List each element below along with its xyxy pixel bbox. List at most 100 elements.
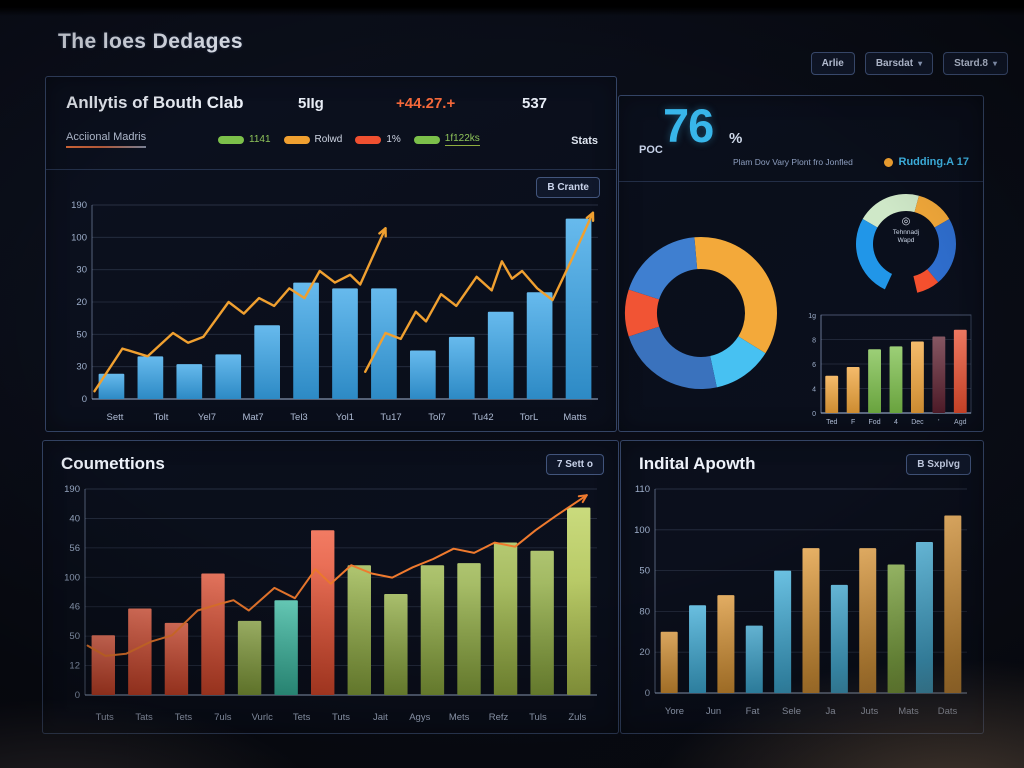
legend-swatch-red (355, 135, 382, 144)
svg-text:Tets: Tets (175, 712, 193, 723)
svg-text:50: 50 (639, 566, 650, 577)
svg-text:Tu42: Tu42 (472, 412, 493, 423)
svg-text:110: 110 (635, 484, 650, 495)
svg-text:Agd: Agd (954, 419, 967, 426)
svg-text:Tel3: Tel3 (290, 412, 307, 423)
legend-label: 1f122ks (444, 133, 480, 146)
svg-text:30: 30 (76, 362, 87, 373)
svg-text:Tolt: Tolt (154, 412, 169, 423)
kpi-value: 76 (663, 99, 714, 152)
svg-text:0: 0 (75, 690, 80, 701)
svg-text:Refz: Refz (489, 712, 509, 723)
legend-swatch-green (218, 135, 244, 144)
panel-coumettions-title: Coumettions (61, 454, 165, 473)
svg-text:1g: 1g (808, 313, 816, 320)
mini-bar-chart[interactable]: 1g 8 6 4 0 Ted F Fod 4 Dec ' Agd (801, 309, 979, 429)
svg-text:6: 6 (812, 362, 816, 369)
svg-text:Sett: Sett (107, 412, 124, 423)
growth-bar-chart[interactable]: 110 100 50 80 20 0 Yore Jun Fat Sele Ja Juts Mats Dat… (625, 481, 977, 719)
panel-analytics-title: Anllytis of Bouth Clab (66, 93, 244, 112)
svg-text:Tets: Tets (293, 712, 311, 723)
svg-text:Zuls: Zuls (568, 712, 586, 723)
panel-growth: Indital Apowth B Sxplvg 110 100 50 80 20 0 Yor… (620, 440, 984, 734)
svg-text:Tuts: Tuts (96, 712, 114, 723)
svg-text:50: 50 (76, 329, 87, 340)
svg-text:Juts: Juts (861, 706, 879, 717)
header-button-label: Stard.8 (954, 58, 988, 69)
header-buttons: Arlie Barsdat ▾ Stard.8 ▾ (810, 52, 1008, 75)
panel-analytics-subtitle: Acciional Madris (66, 131, 147, 148)
svg-text:8: 8 (812, 338, 816, 345)
svg-text:Mat7: Mat7 (242, 412, 263, 423)
svg-text:190: 190 (64, 484, 80, 495)
svg-text:Tuls: Tuls (529, 712, 547, 723)
gauge-chart[interactable] (850, 188, 962, 300)
coumettions-bar-chart[interactable]: 190 40 56 100 46 50 12 0 Tuts Tats Tets 7uls Vurlc Te… (51, 481, 609, 725)
legend-label: Rolwd (314, 134, 343, 145)
panel-coumettions: Coumettions 7 Sett o 190 40 56 100 46 50 12 0 Tu… (42, 440, 619, 734)
kpi-unit: % (729, 130, 743, 147)
svg-text:Matts: Matts (563, 412, 586, 423)
svg-text:46: 46 (69, 602, 80, 613)
svg-text:20: 20 (76, 297, 87, 308)
legend-item: 1% (355, 134, 401, 145)
legend-swatch-green (413, 135, 440, 144)
sxplvg-button[interactable]: B Sxplvg (906, 454, 971, 475)
stat-value-2: +44.27.+ (396, 95, 456, 112)
panel-kpi: POC 76 % Plam Dov Vary Plont fro Jonfled… (618, 95, 984, 432)
stat-value-1: 5IIg (298, 95, 324, 112)
svg-text:40: 40 (69, 513, 80, 524)
svg-text:0: 0 (82, 394, 87, 405)
header-button-label: Arlie (821, 58, 844, 69)
svg-text:4: 4 (812, 387, 816, 394)
svg-text:Mets: Mets (449, 712, 470, 723)
svg-text:Tu17: Tu17 (380, 412, 401, 423)
svg-text:0: 0 (812, 411, 816, 418)
legend-item: 1f122ks (413, 133, 480, 146)
donut-chart[interactable] (621, 233, 781, 393)
svg-text:50: 50 (69, 631, 80, 642)
svg-text:100: 100 (634, 525, 650, 536)
svg-text:Yore: Yore (665, 706, 684, 717)
svg-text:Tol7: Tol7 (428, 412, 445, 423)
svg-text:Agys: Agys (409, 712, 430, 723)
legend-item: 1141 (218, 134, 271, 145)
panel-kpi-header: POC 76 % Plam Dov Vary Plont fro Jonfled… (619, 96, 983, 182)
svg-text:': ' (938, 419, 939, 426)
svg-text:Vurlc: Vurlc (252, 712, 274, 723)
svg-text:190: 190 (71, 200, 87, 211)
sett-button[interactable]: 7 Sett o (545, 454, 604, 475)
svg-text:Yol1: Yol1 (336, 412, 354, 423)
header-button-barsdat[interactable]: Barsdat ▾ (864, 52, 934, 75)
svg-text:7uls: 7uls (214, 712, 232, 723)
svg-text:12: 12 (69, 661, 80, 672)
chart-legend: 1141 Rolwd 1% 1f122ks (218, 133, 480, 146)
page-title: The loes Dedages (58, 30, 243, 53)
svg-text:Yel7: Yel7 (198, 412, 216, 423)
svg-text:100: 100 (71, 232, 87, 243)
main-bar-chart[interactable]: 190 100 30 20 50 30 0 Sett Tolt Yel7 Mat7 Tel3 Yol1 T… (56, 173, 608, 425)
panel-analytics: Anllytis of Bouth Clab 5IIg +44.27.+ 537… (45, 76, 617, 432)
svg-text:F: F (851, 419, 855, 426)
svg-text:Ja: Ja (825, 706, 836, 717)
legend-swatch-orange (283, 135, 310, 144)
legend-item: Rolwd (283, 134, 343, 145)
svg-text:100: 100 (64, 572, 80, 583)
svg-text:Dats: Dats (938, 706, 958, 717)
chevron-down-icon: ▾ (918, 59, 923, 68)
stat-value-3: 537 (522, 95, 548, 112)
legend-label: 1141 (249, 134, 271, 145)
kpi-legend: Rudding.A 17 (883, 156, 969, 168)
svg-text:Mats: Mats (898, 706, 919, 717)
svg-text:56: 56 (69, 543, 80, 554)
svg-text:20: 20 (639, 647, 650, 658)
header-button-arlie[interactable]: Arlie (810, 52, 855, 75)
legend-label: 1% (386, 134, 401, 145)
legend-dot-orange (883, 157, 893, 167)
svg-text:Sele: Sele (782, 706, 801, 717)
legend-end-label: Stats (571, 135, 598, 147)
header-button-stard[interactable]: Stard.8 ▾ (943, 52, 1008, 75)
svg-text:TorL: TorL (520, 412, 538, 423)
svg-text:Tats: Tats (135, 712, 153, 723)
